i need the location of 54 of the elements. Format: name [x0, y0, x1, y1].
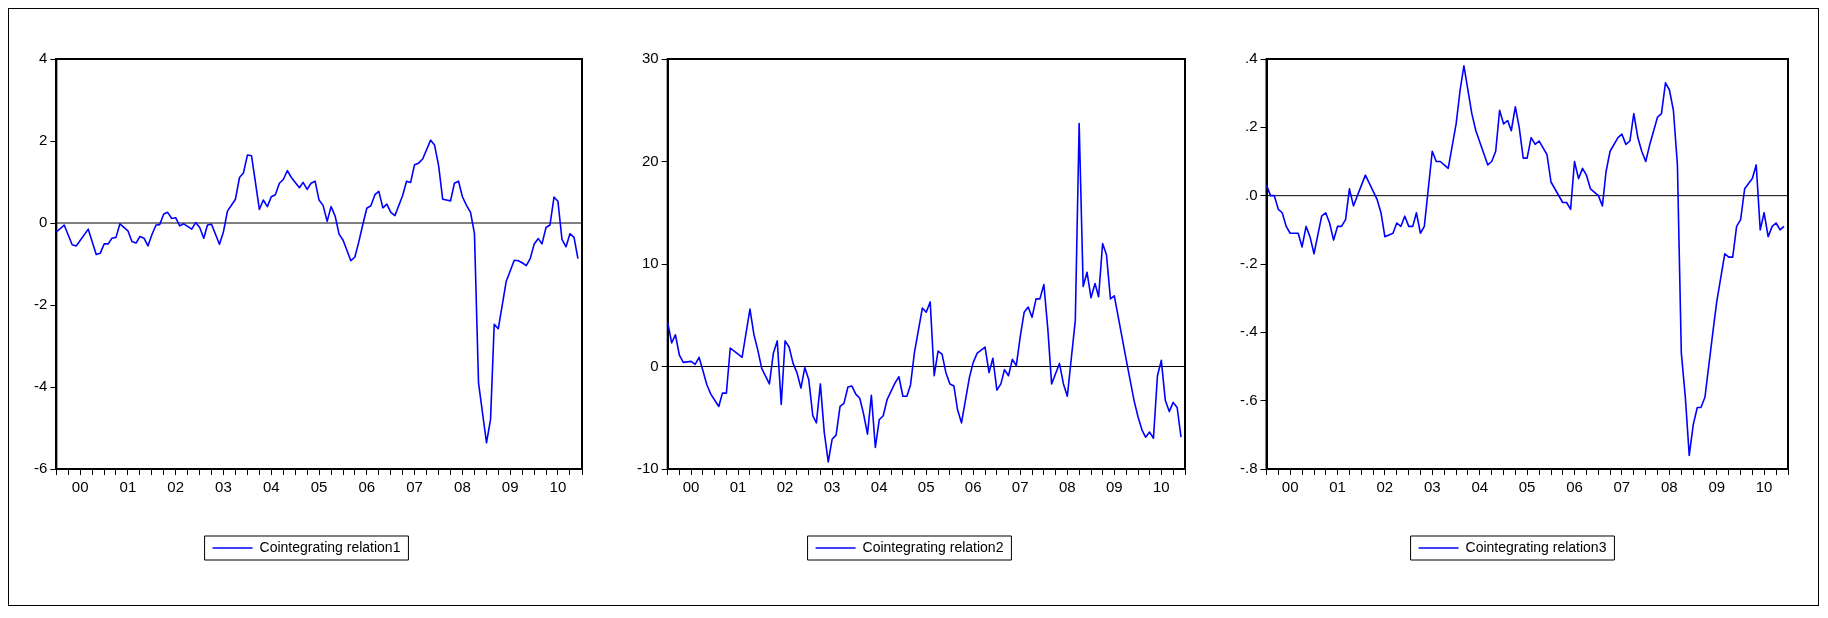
x-tick-label: 02 [776, 478, 794, 496]
x-tick-label: 08 [454, 478, 471, 496]
y-tick-label: 20 [641, 151, 659, 169]
x-tick-label: 01 [1329, 478, 1346, 496]
y-tick-label: -.6 [1239, 390, 1258, 408]
x-tick-label: 10 [549, 478, 567, 496]
x-tick-label: 08 [1058, 478, 1076, 496]
y-tick-label: -4 [33, 377, 48, 395]
y-tick-label: -6 [33, 459, 48, 477]
x-tick-label: 02 [1376, 478, 1394, 496]
y-tick-label: -10 [636, 459, 659, 477]
y-tick-label: -.8 [1239, 459, 1258, 477]
y-tick-label: 2 [38, 131, 48, 149]
x-tick-label: 07 [406, 478, 423, 496]
x-tick-label: 01 [729, 478, 747, 496]
y-tick-label: -2 [33, 295, 48, 313]
x-tick-label: 06 [358, 478, 376, 496]
y-tick-label: .0 [1244, 185, 1258, 203]
x-tick-label: 03 [823, 478, 841, 496]
x-tick-label: 04 [870, 478, 888, 496]
y-tick-label: 0 [650, 356, 659, 374]
x-tick-label: 06 [1566, 478, 1583, 496]
y-tick-label: 10 [641, 254, 659, 272]
x-tick-label: 03 [1423, 478, 1441, 496]
x-tick-label: 02 [167, 478, 184, 496]
x-tick-label: 05 [1518, 478, 1536, 496]
x-tick-label: 00 [1281, 478, 1299, 496]
x-tick-label: 10 [1755, 478, 1773, 496]
x-tick-label: 01 [119, 478, 137, 496]
x-tick-label: 00 [71, 478, 89, 496]
x-tick-label: 04 [262, 478, 280, 496]
x-tick-label: 06 [964, 478, 982, 496]
x-tick-label: 09 [1105, 478, 1123, 496]
x-tick-label: 05 [917, 478, 935, 496]
y-tick-label: 30 [641, 49, 659, 67]
x-tick-label: 10 [1152, 478, 1170, 496]
y-tick-label: -.2 [1239, 254, 1258, 272]
legend-label: Cointegrating relation2 [862, 538, 1004, 555]
y-tick-label: 0 [38, 213, 48, 231]
x-tick-label: 07 [1011, 478, 1029, 496]
x-tick-label: 04 [1471, 478, 1489, 496]
legend-label: Cointegrating relation3 [1465, 538, 1607, 555]
x-tick-label: 07 [1613, 478, 1631, 496]
x-tick-label: 09 [1708, 478, 1726, 496]
y-tick-label: 4 [38, 49, 48, 67]
x-tick-label: 09 [501, 478, 519, 496]
x-tick-label: 03 [215, 478, 232, 496]
legend-label: Cointegrating relation1 [259, 538, 401, 555]
x-tick-label: 05 [310, 478, 328, 496]
x-tick-label: 08 [1661, 478, 1678, 496]
y-tick-label: .4 [1244, 49, 1258, 67]
y-tick-label: .2 [1244, 117, 1258, 135]
y-tick-label: -.4 [1239, 322, 1258, 340]
x-tick-label: 00 [682, 478, 700, 496]
